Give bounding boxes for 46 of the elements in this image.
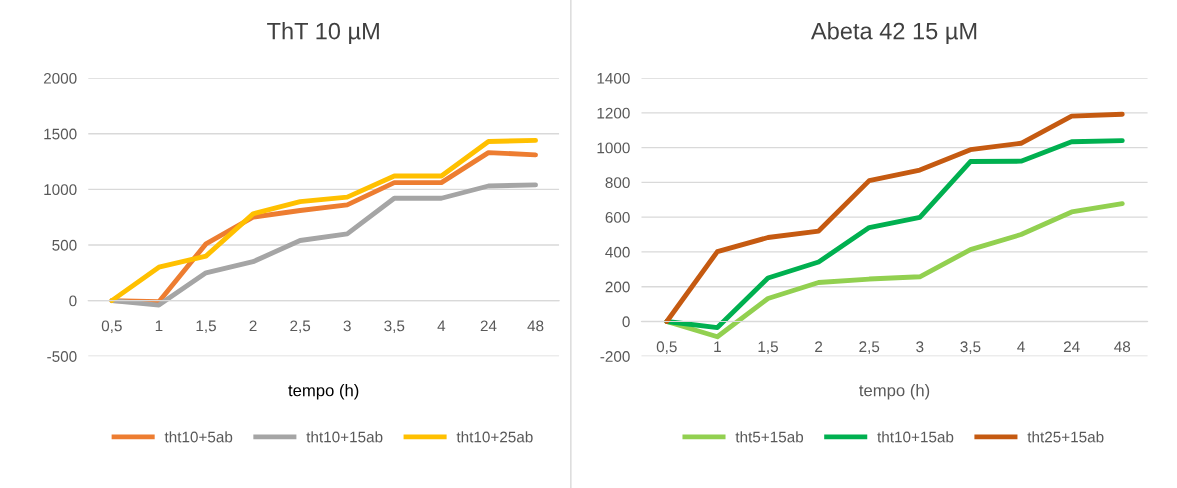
x-axis-title: tempo (h) xyxy=(288,384,359,400)
x-tick-label: 4 xyxy=(1017,341,1025,352)
y-tick-label: 600 xyxy=(605,212,630,223)
x-tick-label: 2 xyxy=(815,341,823,352)
legend-label: tht5+15ab xyxy=(735,431,804,443)
y-tick-label: 1000 xyxy=(44,184,77,196)
x-tick-label: 3,5 xyxy=(960,341,981,354)
x-tick-label: 1 xyxy=(155,320,163,332)
x-tick-label: 2 xyxy=(249,320,257,332)
x-tick-label: 0,5 xyxy=(101,320,122,334)
y-tick-label: 0 xyxy=(69,295,77,307)
legend-label: tht10+15ab xyxy=(877,431,954,443)
x-tick-label: 48 xyxy=(527,320,544,332)
legend-label: tht10+5ab xyxy=(164,431,233,443)
line-series xyxy=(664,111,1125,324)
chart-title: Abeta 42 15 µM xyxy=(810,22,977,45)
y-tick-label: 1000 xyxy=(597,142,630,154)
y-tick-label: -500 xyxy=(47,351,77,362)
chart-title: ThT 10 µM xyxy=(267,22,379,45)
y-tick-label: 200 xyxy=(605,281,630,293)
x-tick-label: 24 xyxy=(480,320,497,332)
legend-label: tht10+15ab xyxy=(306,431,383,443)
x-tick-label: 1,5 xyxy=(196,320,216,334)
y-tick-label: 1400 xyxy=(597,72,630,84)
legend-label: tht10+25ab xyxy=(456,431,533,443)
y-tick-label: 1200 xyxy=(597,107,630,119)
x-tick-label: 2,5 xyxy=(290,320,311,334)
legend-label: tht25+15ab xyxy=(1027,431,1104,443)
x-tick-label: 0,5 xyxy=(656,341,677,354)
y-tick-label: 2000 xyxy=(43,72,77,84)
x-tick-label: 4 xyxy=(437,320,446,332)
y-tick-label: 1500 xyxy=(44,128,77,140)
y-tick-label: 400 xyxy=(605,246,630,258)
x-tick-label: 48 xyxy=(1114,341,1131,353)
y-tick-label: 0 xyxy=(622,316,630,328)
x-tick-label: 24 xyxy=(1063,341,1080,352)
x-tick-label: 2,5 xyxy=(859,341,880,354)
x-axis-title: tempo (h) xyxy=(859,384,930,400)
x-tick-label: 3,5 xyxy=(384,320,405,334)
x-tick-label: 3 xyxy=(343,320,351,332)
x-tick-label: 3 xyxy=(916,341,924,353)
y-tick-label: 800 xyxy=(605,177,630,189)
y-tick-label: -200 xyxy=(600,351,630,362)
x-tick-label: 1 xyxy=(714,341,721,352)
x-tick-label: 1,5 xyxy=(758,341,778,354)
y-tick-label: 500 xyxy=(52,239,77,251)
